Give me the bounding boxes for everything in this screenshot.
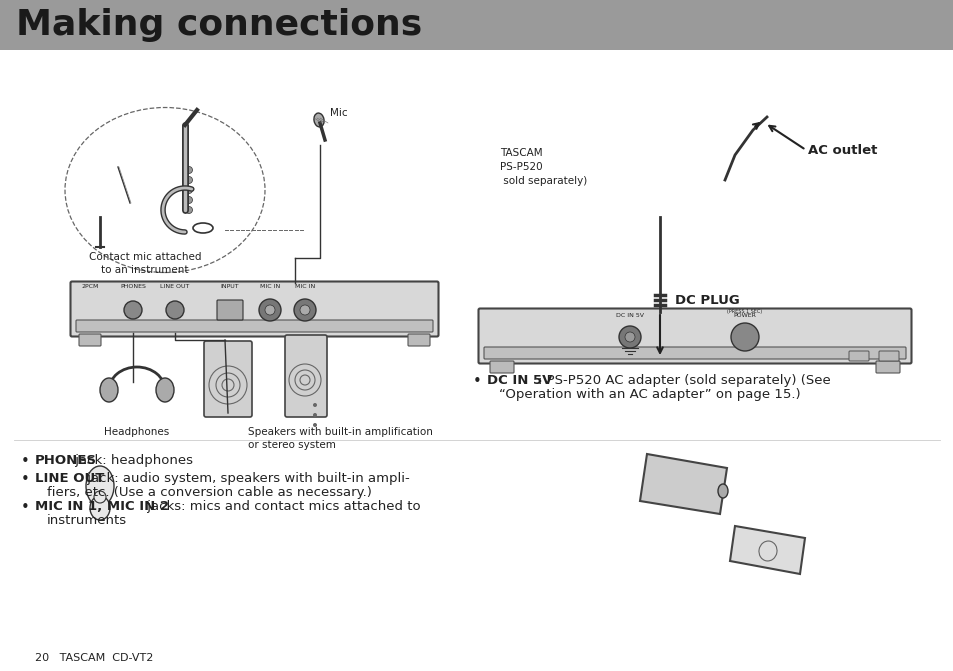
- Ellipse shape: [100, 378, 118, 402]
- Circle shape: [185, 166, 193, 174]
- Text: 2PCM: 2PCM: [81, 284, 98, 289]
- FancyBboxPatch shape: [483, 347, 905, 359]
- Text: Contact mic attached
to an instrument: Contact mic attached to an instrument: [89, 252, 201, 275]
- FancyBboxPatch shape: [71, 282, 438, 336]
- Polygon shape: [729, 526, 804, 574]
- Circle shape: [265, 305, 274, 315]
- Polygon shape: [639, 454, 726, 514]
- Circle shape: [124, 301, 142, 319]
- Ellipse shape: [86, 466, 113, 506]
- Text: 20   TASCAM  CD-VT2: 20 TASCAM CD-VT2: [35, 653, 153, 663]
- Text: •: •: [21, 454, 30, 469]
- Text: : PS-P520 AC adapter (sold separately) (See: : PS-P520 AC adapter (sold separately) (…: [537, 374, 830, 387]
- Text: jacks: mics and contact mics attached to: jacks: mics and contact mics attached to: [143, 500, 420, 513]
- Ellipse shape: [94, 491, 106, 503]
- Ellipse shape: [718, 484, 727, 498]
- Text: INPUT: INPUT: [220, 284, 239, 289]
- Ellipse shape: [314, 113, 324, 127]
- Text: (PRESS 1 SEC): (PRESS 1 SEC): [727, 309, 761, 314]
- Text: •: •: [21, 500, 30, 515]
- FancyBboxPatch shape: [878, 351, 898, 361]
- Text: Making connections: Making connections: [16, 8, 422, 42]
- FancyBboxPatch shape: [285, 335, 327, 417]
- Circle shape: [258, 299, 281, 321]
- Text: “Operation with an AC adapter” on page 15.): “Operation with an AC adapter” on page 1…: [498, 388, 800, 401]
- Text: LINE OUT: LINE OUT: [160, 284, 190, 289]
- FancyBboxPatch shape: [216, 300, 243, 320]
- Text: AC outlet: AC outlet: [807, 144, 877, 156]
- FancyBboxPatch shape: [79, 334, 101, 346]
- Circle shape: [185, 207, 193, 213]
- Text: PHONES: PHONES: [120, 284, 146, 289]
- Circle shape: [313, 423, 316, 427]
- Circle shape: [185, 197, 193, 203]
- Circle shape: [313, 413, 316, 417]
- FancyBboxPatch shape: [875, 361, 899, 373]
- FancyBboxPatch shape: [408, 334, 430, 346]
- FancyBboxPatch shape: [848, 351, 868, 361]
- Circle shape: [185, 187, 193, 193]
- Text: instruments: instruments: [47, 514, 127, 527]
- Text: POWER: POWER: [733, 313, 756, 318]
- FancyBboxPatch shape: [490, 361, 514, 373]
- Circle shape: [618, 326, 640, 348]
- Text: LINE OUT: LINE OUT: [35, 472, 104, 485]
- Circle shape: [299, 305, 310, 315]
- Text: MIC IN 1, MIC IN 2: MIC IN 1, MIC IN 2: [35, 500, 169, 513]
- FancyBboxPatch shape: [204, 341, 252, 417]
- Text: MIC IN: MIC IN: [294, 284, 314, 289]
- Text: DC IN 5V: DC IN 5V: [486, 374, 552, 387]
- Ellipse shape: [90, 496, 110, 520]
- Text: MIC IN: MIC IN: [259, 284, 280, 289]
- Text: Mic: Mic: [330, 108, 347, 118]
- Text: DC IN 5V: DC IN 5V: [616, 313, 643, 318]
- Text: fiers, etc. (Use a conversion cable as necessary.): fiers, etc. (Use a conversion cable as n…: [47, 486, 372, 499]
- FancyBboxPatch shape: [478, 309, 910, 364]
- FancyBboxPatch shape: [76, 320, 433, 332]
- Circle shape: [730, 323, 759, 351]
- Text: jack: headphones: jack: headphones: [71, 454, 193, 467]
- Circle shape: [185, 176, 193, 183]
- Circle shape: [294, 299, 315, 321]
- Circle shape: [313, 403, 316, 407]
- Bar: [0, 0, 953, 50]
- Circle shape: [166, 301, 184, 319]
- Text: DC PLUG: DC PLUG: [675, 293, 739, 307]
- Text: Speakers with built-in amplification
or stereo system: Speakers with built-in amplification or …: [248, 427, 433, 450]
- Text: •: •: [21, 472, 30, 487]
- Text: PHONES: PHONES: [35, 454, 97, 467]
- Text: jack: audio system, speakers with built-in ampli-: jack: audio system, speakers with built-…: [83, 472, 410, 485]
- Text: Headphones: Headphones: [104, 427, 170, 437]
- Ellipse shape: [156, 378, 173, 402]
- Text: TASCAM
PS-P520
 sold separately): TASCAM PS-P520 sold separately): [499, 148, 587, 186]
- Circle shape: [624, 332, 635, 342]
- Text: •: •: [473, 374, 481, 389]
